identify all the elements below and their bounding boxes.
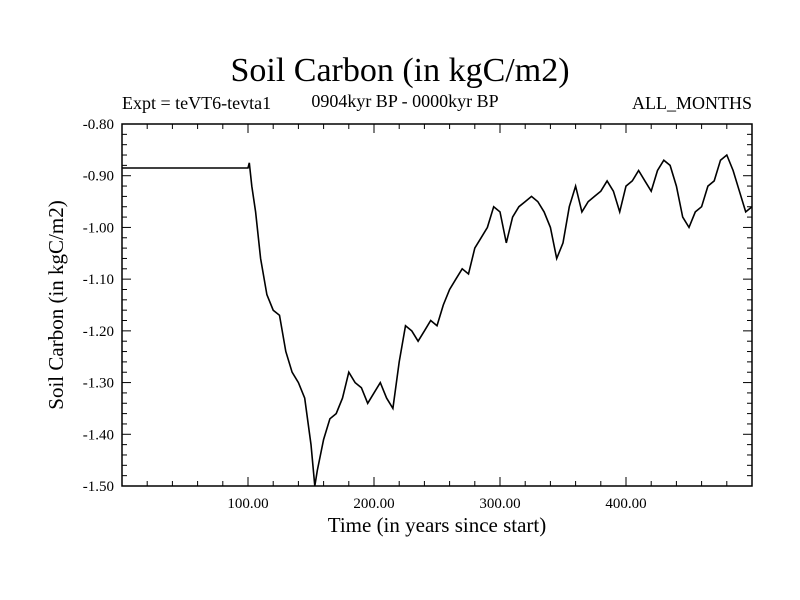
y-tick-label: -1.40: [83, 427, 114, 443]
y-tick-label: -1.10: [83, 272, 114, 288]
x-axis-title: Time (in years since start): [328, 513, 547, 537]
y-tick-label: -1.20: [83, 324, 114, 340]
y-tick-label: -1.50: [83, 479, 114, 495]
x-tick-label: 200.00: [353, 496, 394, 512]
y-tick-label: -1.00: [83, 220, 114, 236]
period-label: 0904kyr BP - 0000kyr BP: [311, 91, 499, 111]
x-tick-label: 100.00: [227, 496, 268, 512]
y-tick-label: -0.80: [83, 117, 114, 133]
y-tick-label: -1.30: [83, 376, 114, 392]
months-label: ALL_MONTHS: [632, 93, 752, 113]
experiment-label: Expt = teVT6-tevta1: [122, 93, 272, 113]
soil-carbon-series-line: [122, 153, 753, 487]
y-tick-label: -0.90: [83, 169, 114, 185]
plot-frame: [121, 123, 753, 487]
y-axis-title: Soil Carbon (in kgC/m2): [44, 200, 68, 409]
x-tick-label: 400.00: [605, 496, 646, 512]
chart-title: Soil Carbon (in kgC/m2): [230, 52, 570, 89]
x-tick-label: 300.00: [479, 496, 520, 512]
